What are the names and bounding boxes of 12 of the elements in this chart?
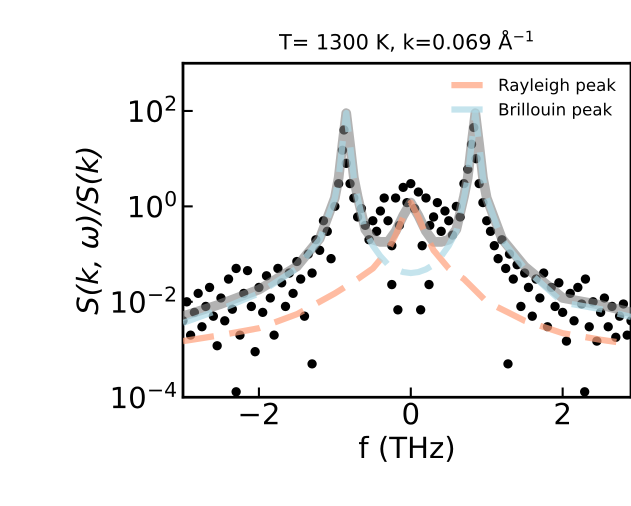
x-tick-label: 0 — [403, 402, 418, 425]
y-tick-label: 10$^{0}$ — [130, 190, 176, 218]
legend-label: Rayleigh peak — [500, 78, 616, 94]
y-tick-label: 10$^{2}$ — [130, 96, 176, 122]
legend-label: Brillouin peak — [500, 102, 612, 119]
x-axis-title: f (THz) — [358, 436, 454, 462]
y-tick-label: 10$^{−4}$ — [112, 382, 176, 409]
x-tick-label: 2 — [556, 402, 570, 424]
y-axis-title: S(k, ω)/S(k) — [76, 148, 102, 315]
chart-title: T= 1300 K, k=0.069 Å$^{−1}$ — [279, 30, 533, 52]
y-tick-label: 10$^{−2}$ — [112, 286, 176, 314]
x-tick-label: −2 — [240, 402, 278, 424]
